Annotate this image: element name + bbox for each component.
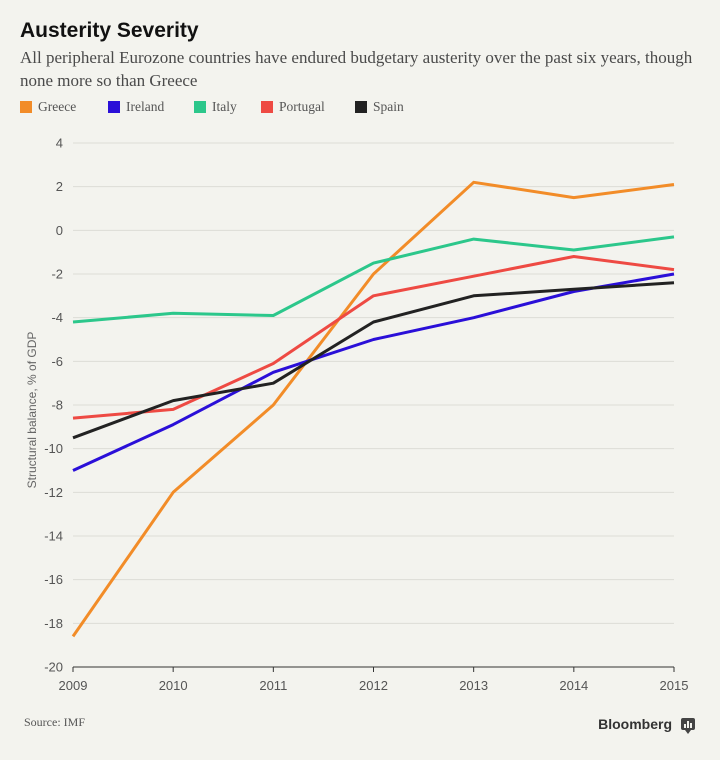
x-tick-label: 2009 bbox=[59, 678, 88, 693]
legend-swatch bbox=[108, 101, 120, 113]
legend-label: Spain bbox=[373, 99, 404, 114]
y-tick-label: -14 bbox=[44, 529, 63, 544]
legend-label: Ireland bbox=[126, 99, 165, 114]
y-axis-label: Structural balance, % of GDP bbox=[25, 332, 39, 489]
chart-subtitle: All peripheral Eurozone countries have e… bbox=[20, 48, 693, 90]
brand-logo: Bloomberg bbox=[598, 716, 672, 732]
chart-title: Austerity Severity bbox=[20, 19, 199, 42]
legend-swatch bbox=[20, 101, 32, 113]
legend-item-portugal: Portugal bbox=[261, 99, 355, 115]
y-tick-label: -8 bbox=[51, 398, 63, 413]
legend-label: Portugal bbox=[279, 99, 325, 114]
y-tick-label: -2 bbox=[51, 267, 63, 282]
x-tick-label: 2011 bbox=[259, 678, 287, 693]
series-line-spain bbox=[72, 281, 675, 440]
legend-swatch bbox=[261, 101, 273, 113]
legend-item-ireland: Ireland bbox=[108, 99, 194, 115]
source-note: Source: IMF bbox=[24, 715, 85, 729]
x-tick-label: 2013 bbox=[459, 678, 488, 693]
x-tick-label: 2010 bbox=[159, 678, 188, 693]
y-tick-label: -4 bbox=[51, 310, 63, 325]
legend-swatch bbox=[194, 101, 206, 113]
y-tick-label: 2 bbox=[56, 179, 63, 194]
y-tick-label: -12 bbox=[44, 485, 63, 500]
legend-item-italy: Italy bbox=[194, 99, 261, 115]
series-line-portugal bbox=[72, 255, 675, 420]
series-line-greece bbox=[71, 180, 675, 638]
chat-bubble-icon bbox=[681, 718, 695, 734]
y-tick-label: 4 bbox=[56, 136, 63, 151]
y-tick-label: 0 bbox=[56, 223, 63, 238]
y-tick-label: -6 bbox=[51, 354, 63, 369]
legend: Greece Ireland Italy Portugal Spain bbox=[20, 99, 435, 115]
x-tick-label: 2015 bbox=[660, 678, 689, 693]
legend-item-spain: Spain bbox=[355, 99, 435, 115]
x-tick-label: 2014 bbox=[559, 678, 588, 693]
legend-label: Greece bbox=[38, 99, 77, 114]
x-tick-label: 2012 bbox=[359, 678, 388, 693]
y-tick-label: -20 bbox=[44, 660, 63, 675]
y-tick-label: -18 bbox=[44, 616, 63, 631]
legend-swatch bbox=[355, 101, 367, 113]
series-line-ireland bbox=[72, 272, 675, 472]
y-tick-label: -16 bbox=[44, 572, 63, 587]
y-tick-label: -10 bbox=[44, 441, 63, 456]
series-line-italy bbox=[72, 235, 675, 324]
legend-label: Italy bbox=[212, 99, 237, 114]
legend-item-greece: Greece bbox=[20, 99, 108, 115]
